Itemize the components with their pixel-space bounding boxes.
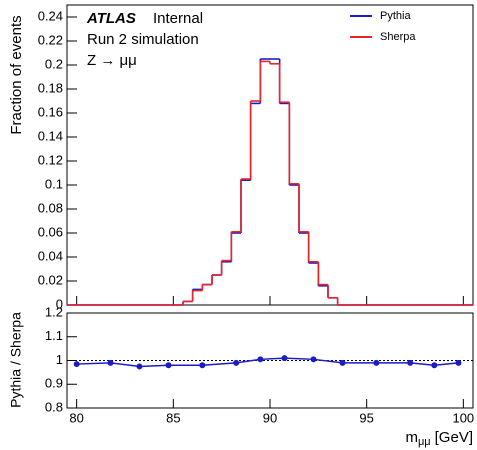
status: Internal <box>153 10 203 27</box>
legend-label: Pythia <box>380 10 411 22</box>
x-tick-label: 90 <box>263 410 277 425</box>
ratio-point <box>165 362 172 369</box>
x-tick-label: 95 <box>359 410 373 425</box>
ratio-point <box>281 355 288 362</box>
y-tick-label: 0.06 <box>38 224 63 239</box>
x-tick-label: 80 <box>69 410 83 425</box>
y-axis-label: Fraction of events <box>8 15 25 134</box>
annotation: Run 2 simulation <box>87 31 199 48</box>
ratio-point <box>136 363 143 370</box>
y-tick-label: 0.14 <box>38 128 63 143</box>
y-tick-label: 0.02 <box>38 272 63 287</box>
y-tick-label: 1.1 <box>45 328 63 343</box>
y-tick-label: 0.2 <box>45 56 63 71</box>
x-tick-label: 100 <box>452 410 474 425</box>
legend-label: Sherpa <box>380 31 416 43</box>
y-tick-label: 0.16 <box>38 104 63 119</box>
y-tick-label: 0.22 <box>38 32 63 47</box>
y-tick-label: 0.04 <box>38 248 63 263</box>
ratio-point <box>233 359 240 366</box>
x-label-main: m <box>405 429 418 446</box>
ratio-point <box>73 361 80 368</box>
main-frame <box>66 4 474 306</box>
y-tick-label: 1 <box>56 352 63 367</box>
ratio-y-axis-label: Pythia / Sherpa <box>8 312 24 408</box>
y-tick-label: 0.08 <box>38 200 63 215</box>
ratio-point <box>257 356 264 363</box>
y-tick-label: 0.18 <box>38 80 63 95</box>
ratio-point <box>107 359 114 366</box>
x-tick-label: 85 <box>166 410 180 425</box>
ratio-point <box>407 359 414 366</box>
y-tick-label: 0.24 <box>38 8 63 23</box>
experiment: ATLAS <box>86 10 136 27</box>
y-tick-label: 0.8 <box>45 399 63 414</box>
ratio-point <box>199 362 206 369</box>
y-tick-label: 1.2 <box>45 304 63 319</box>
ratio-line <box>76 357 459 368</box>
ratio-point <box>310 356 317 363</box>
x-label-unit: [GeV] <box>435 429 473 446</box>
x-label-sub: μμ <box>418 436 431 448</box>
y-tick-label: 0.12 <box>38 152 63 167</box>
y-tick-label: 0.9 <box>45 376 63 391</box>
x-axis-label: mμμ [GeV] <box>405 429 473 448</box>
y-tick-label: 0 <box>56 296 63 311</box>
ratio-point <box>339 359 346 366</box>
ratio-point <box>455 359 462 366</box>
ratio-point <box>431 362 438 369</box>
annotation: Z → μμ <box>87 52 137 69</box>
y-tick-label: 0.1 <box>45 176 63 191</box>
ratio-point <box>373 359 380 366</box>
